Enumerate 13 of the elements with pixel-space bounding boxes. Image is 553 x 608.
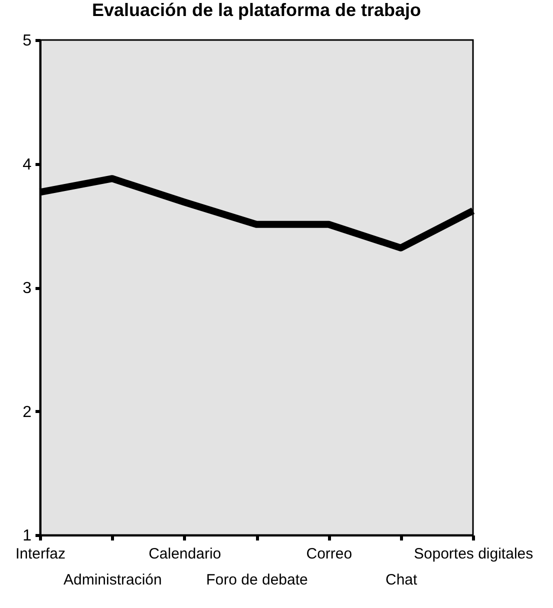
y-tick-label: 1 (22, 528, 32, 544)
x-tick-label: Correo (306, 546, 352, 562)
x-tick-label: Interfaz (15, 546, 66, 562)
x-tick-label: Administración (63, 572, 162, 588)
x-tick-label: Soportes digitales (414, 546, 534, 562)
chart-title: Evaluación de la plataforma de trabajo (92, 0, 422, 20)
y-tick-label: 4 (22, 156, 32, 174)
x-tick-label: Calendario (148, 546, 222, 562)
y-tick-label: 5 (22, 32, 32, 50)
x-tick-label: Chat (385, 572, 418, 588)
y-tick-label: 2 (22, 404, 32, 421)
y-tick-label: 3 (22, 280, 32, 297)
x-tick-label: Foro de debate (206, 572, 308, 588)
